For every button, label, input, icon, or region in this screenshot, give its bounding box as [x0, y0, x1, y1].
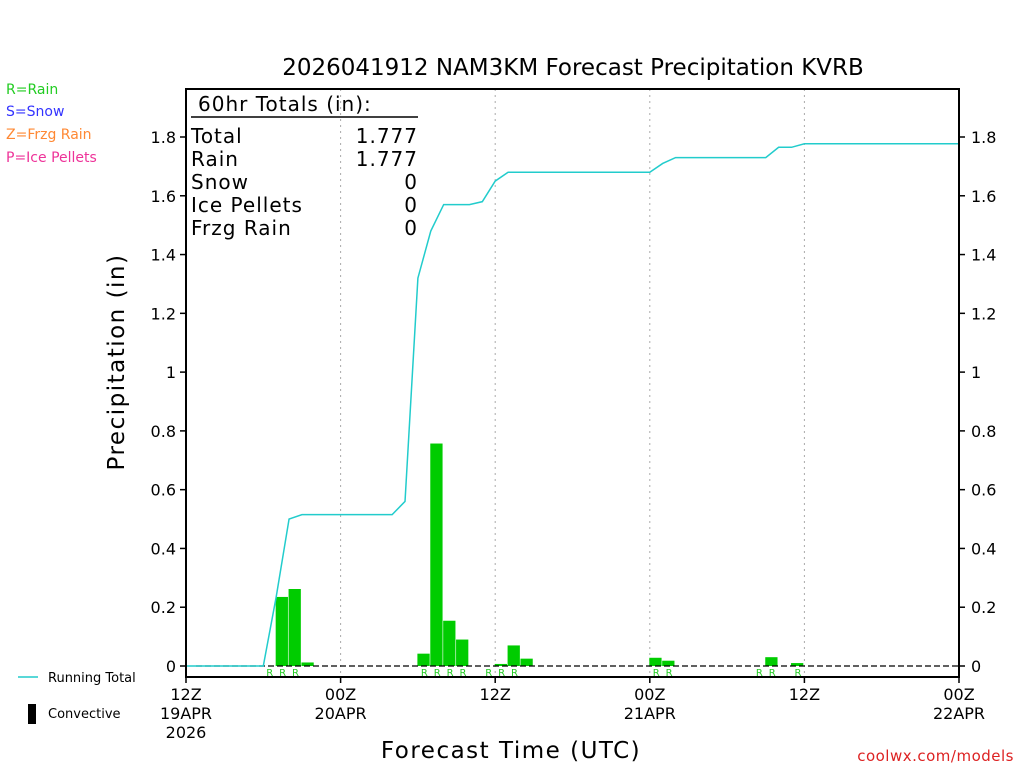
- totals-row-value: 0: [404, 216, 418, 240]
- precip-bar: [288, 589, 301, 666]
- y-tick-label-left: 1.8: [151, 128, 176, 147]
- ptype-marker: R: [434, 668, 441, 679]
- totals-row-value: 1.777: [356, 147, 418, 171]
- legend-ice-pellets: P=Ice Pellets: [6, 150, 97, 166]
- ptype-marker: R: [279, 668, 286, 679]
- y-tick-label-left: 0.4: [151, 539, 176, 558]
- ptype-marker: R: [511, 668, 518, 679]
- y-tick-label-right: 1.8: [971, 128, 996, 147]
- x-tick-label: 12Z: [480, 685, 511, 704]
- y-axis-label: Precipitation (in): [104, 254, 130, 471]
- ptype-marker: R: [756, 668, 763, 679]
- y-tick-label-right: 0.2: [971, 598, 996, 617]
- precip-bar: [765, 657, 778, 666]
- totals-row-label: Total: [190, 124, 243, 148]
- ptype-marker: R: [485, 668, 492, 679]
- y-tick-label-left: 1: [166, 363, 176, 382]
- precip-bar: [430, 443, 443, 666]
- convective-legend-label: Convective: [48, 707, 121, 722]
- precip-bar: [417, 653, 430, 666]
- y-tick-label-left: 1.2: [151, 304, 176, 323]
- y-tick-label-right: 1: [971, 363, 981, 382]
- running-total-series: [186, 143, 959, 667]
- y-tick-label-right: 0: [971, 657, 981, 676]
- y-tick-label-left: 0.2: [151, 598, 176, 617]
- ptype-marker: R: [447, 668, 454, 679]
- x-axis-label: Forecast Time (UTC): [381, 738, 641, 764]
- x-tick-label: 22APR: [933, 704, 985, 723]
- ptype-marker: R: [421, 668, 428, 679]
- running-total-line: [186, 143, 959, 667]
- precip-bar: [494, 663, 507, 666]
- ptype-marker: R: [292, 668, 299, 679]
- ptype-marker: R: [460, 668, 467, 679]
- credit-text: coolwx.com/models: [857, 747, 1014, 765]
- y-tick-label-right: 0.6: [971, 481, 996, 500]
- totals-title: 60hr Totals (in):: [198, 92, 372, 116]
- totals-row-label: Rain: [191, 147, 239, 171]
- x-tick-label: 00Z: [325, 685, 356, 704]
- totals-row-label: Snow: [191, 170, 249, 194]
- chart-title: 2026041912 NAM3KM Forecast Precipitation…: [282, 55, 864, 81]
- totals-box: 60hr Totals (in): Total 1.777 Rain 1.777 Snow…: [190, 92, 418, 240]
- y-tick-label-left: 0.8: [151, 422, 176, 441]
- grid-lines: [340, 89, 805, 677]
- totals-row-value: 1.777: [356, 124, 418, 148]
- y-tick-label-right: 1.4: [971, 246, 996, 265]
- y-tick-label-right: 1.6: [971, 187, 996, 206]
- legend-rain: R=Rain: [6, 82, 59, 98]
- precip-bar: [520, 658, 533, 666]
- plot-frame: [185, 88, 960, 678]
- totals-row-label: Ice Pellets: [191, 193, 303, 217]
- y-tick-label-left: 0.6: [151, 481, 176, 500]
- y-tick-label-right: 0.4: [971, 539, 996, 558]
- legend-frzg-rain: Z=Frzg Rain: [6, 127, 92, 143]
- precip-bar: [507, 645, 520, 666]
- y-tick-label-right: 1.2: [971, 304, 996, 323]
- precip-bar: [456, 639, 469, 666]
- legend-snow: S=Snow: [6, 104, 65, 120]
- x-tick-label: 19APR: [160, 704, 212, 723]
- precip-bar: [275, 596, 288, 666]
- running-total-legend-label: Running Total: [48, 671, 136, 686]
- ptype-marker: R: [498, 668, 505, 679]
- totals-row-value: 0: [404, 193, 418, 217]
- convective-legend-swatch: [28, 704, 36, 724]
- precip-bar: [443, 620, 456, 666]
- precip-bar: [662, 660, 675, 666]
- y-tick-label-left: 1.4: [151, 246, 176, 265]
- precip-bars: [275, 443, 804, 666]
- ptype-marker: R: [653, 668, 660, 679]
- y-tick-label-right: 0.8: [971, 422, 996, 441]
- totals-row-value: 0: [404, 170, 418, 194]
- x-tick-label: 20APR: [315, 704, 367, 723]
- x-tick-label: 21APR: [624, 704, 676, 723]
- x-tick-label: 12Z: [170, 685, 201, 704]
- y-tick-label-left: 0: [166, 657, 176, 676]
- ptype-marker: R: [666, 668, 673, 679]
- ptype-marker: R: [769, 668, 776, 679]
- totals-row-label: Frzg Rain: [191, 216, 292, 240]
- ptype-marker: R: [794, 668, 801, 679]
- ptype-marker: R: [266, 668, 273, 679]
- x-tick-label: 00Z: [634, 685, 665, 704]
- x-tick-label: 12Z: [789, 685, 820, 704]
- y-tick-label-left: 1.6: [151, 187, 176, 206]
- x-tick-label: 2026: [166, 723, 207, 742]
- precip-bar: [301, 662, 314, 666]
- x-tick-label: 00Z: [943, 685, 974, 704]
- precip-bar: [791, 663, 804, 666]
- precip-bar: [649, 657, 662, 666]
- y-axis-ticks: 0 00.2 0.20.4 0.40.6 0.60.8 0.81 11.2 1.21.4 1.4…: [151, 128, 997, 676]
